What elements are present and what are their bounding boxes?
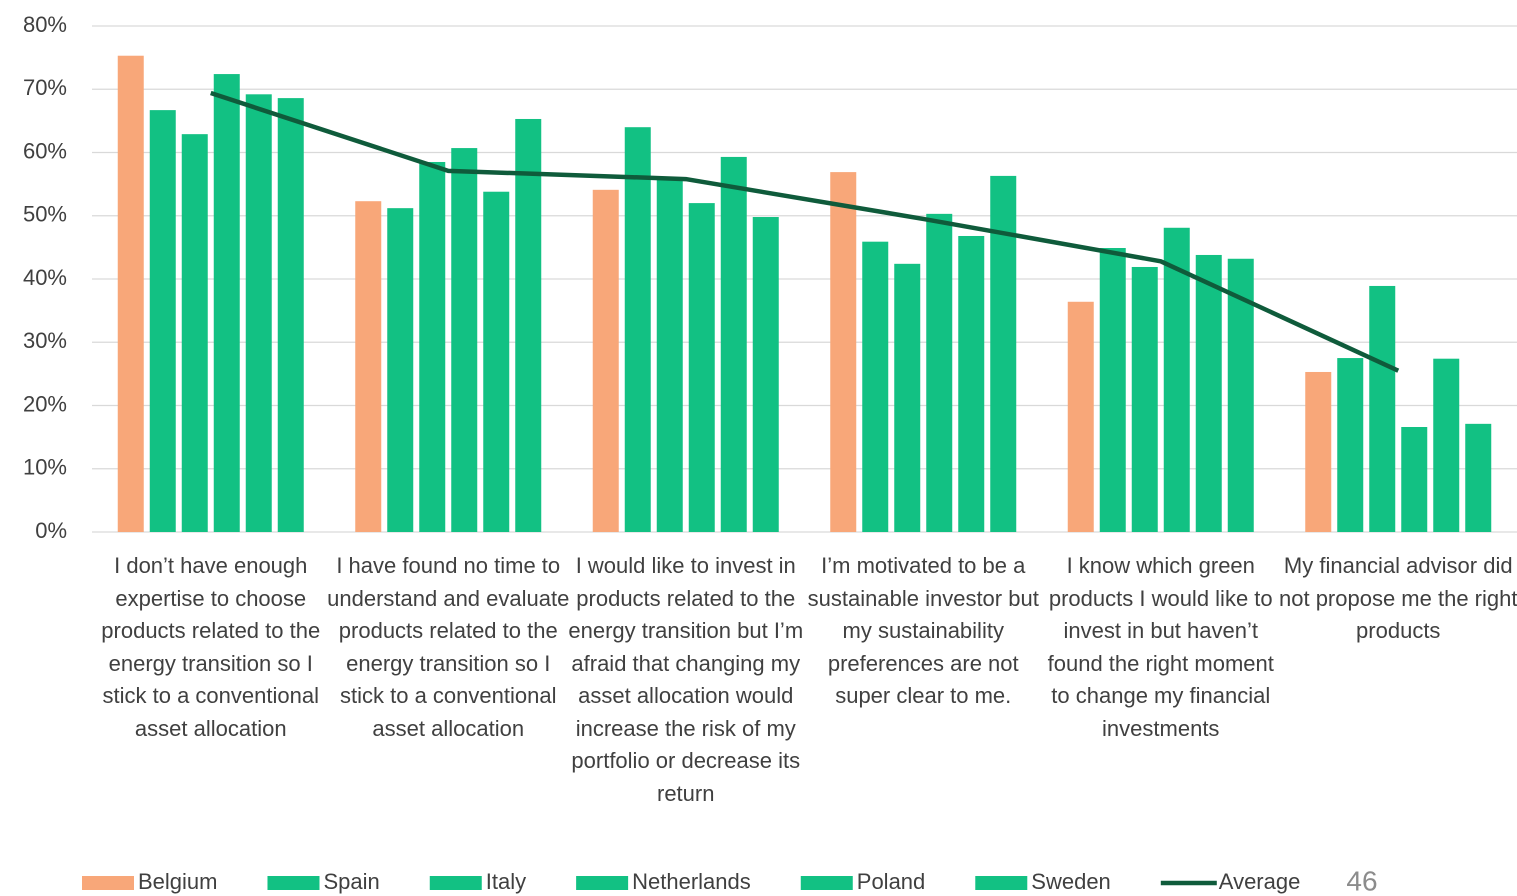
x-tick-label-box: I know which green products I would like…: [1047, 553, 1274, 741]
legend-swatch: [576, 876, 629, 890]
bar: [149, 110, 176, 532]
bar: [451, 148, 478, 532]
y-tick-label: 0%: [35, 518, 67, 543]
legend-label: Average: [1219, 869, 1301, 894]
bar: [1401, 427, 1428, 532]
bar: [688, 203, 715, 532]
x-tick-label: I have found no time to understand and e…: [327, 553, 570, 741]
bar: [592, 189, 619, 532]
x-tick-label: My financial advisor did not propose me …: [1279, 553, 1517, 643]
bar: [894, 263, 921, 532]
bar: [624, 127, 651, 532]
y-tick-label: 70%: [23, 75, 67, 100]
y-tick-label: 30%: [23, 328, 67, 353]
bar: [515, 118, 542, 532]
bar: [1163, 227, 1190, 532]
x-tick-label: I would like to invest in products relat…: [568, 553, 804, 806]
bar: [1099, 248, 1126, 532]
y-tick-label: 50%: [23, 202, 67, 227]
x-tick-label-box: I have found no time to understand and e…: [327, 553, 570, 741]
y-tick-label: 60%: [23, 138, 67, 163]
bar: [656, 177, 683, 533]
bar: [245, 94, 272, 532]
y-tick-label: 20%: [23, 391, 67, 416]
bar: [720, 156, 747, 533]
bar: [117, 55, 144, 532]
x-tick-label: I don’t have enough expertise to choose …: [101, 553, 321, 741]
bar: [1195, 254, 1222, 532]
bar: [862, 241, 889, 532]
legend-label: Netherlands: [632, 869, 751, 894]
bar: [355, 201, 382, 532]
bar: [1337, 358, 1364, 532]
legend-label: Poland: [857, 869, 926, 894]
bar: [387, 208, 414, 532]
bar: [1067, 301, 1094, 532]
legend-label: Belgium: [138, 869, 217, 894]
legend-swatch: [800, 876, 853, 890]
x-tick-label: I’m motivated to be a sustainable invest…: [807, 553, 1039, 708]
legend-label: Spain: [323, 869, 379, 894]
bar: [958, 235, 985, 533]
page-number: 46: [1346, 865, 1377, 896]
x-tick-label-box: My financial advisor did not propose me …: [1279, 553, 1517, 643]
x-tick-label-box: I don’t have enough expertise to choose …: [101, 553, 321, 741]
y-tick-label: 10%: [23, 455, 67, 480]
bar: [752, 217, 779, 532]
legend-label: Italy: [486, 869, 526, 894]
bar: [419, 161, 446, 533]
x-tick-label-box: I would like to invest in products relat…: [568, 553, 804, 806]
legend-swatch: [267, 876, 320, 890]
legend-swatch: [82, 876, 134, 890]
x-tick-label-box: I’m motivated to be a sustainable invest…: [807, 553, 1039, 708]
bar: [830, 172, 857, 533]
bar: [926, 213, 953, 533]
y-tick-label: 80%: [23, 12, 67, 37]
bar: [277, 98, 304, 532]
legend-swatch: [429, 876, 482, 890]
bar: [1433, 358, 1460, 532]
legend-swatch: [975, 876, 1028, 890]
bar: [213, 74, 240, 532]
bar: [1465, 423, 1492, 532]
bar: [1131, 266, 1158, 532]
bar: [483, 191, 510, 532]
bar: [181, 134, 208, 532]
x-tick-label: I know which green products I would like…: [1047, 553, 1274, 741]
bar: [1305, 371, 1332, 532]
bar: [1369, 285, 1396, 532]
line: [210, 90, 1400, 373]
y-tick-label: 40%: [23, 265, 67, 290]
legend-label: Sweden: [1031, 869, 1111, 894]
